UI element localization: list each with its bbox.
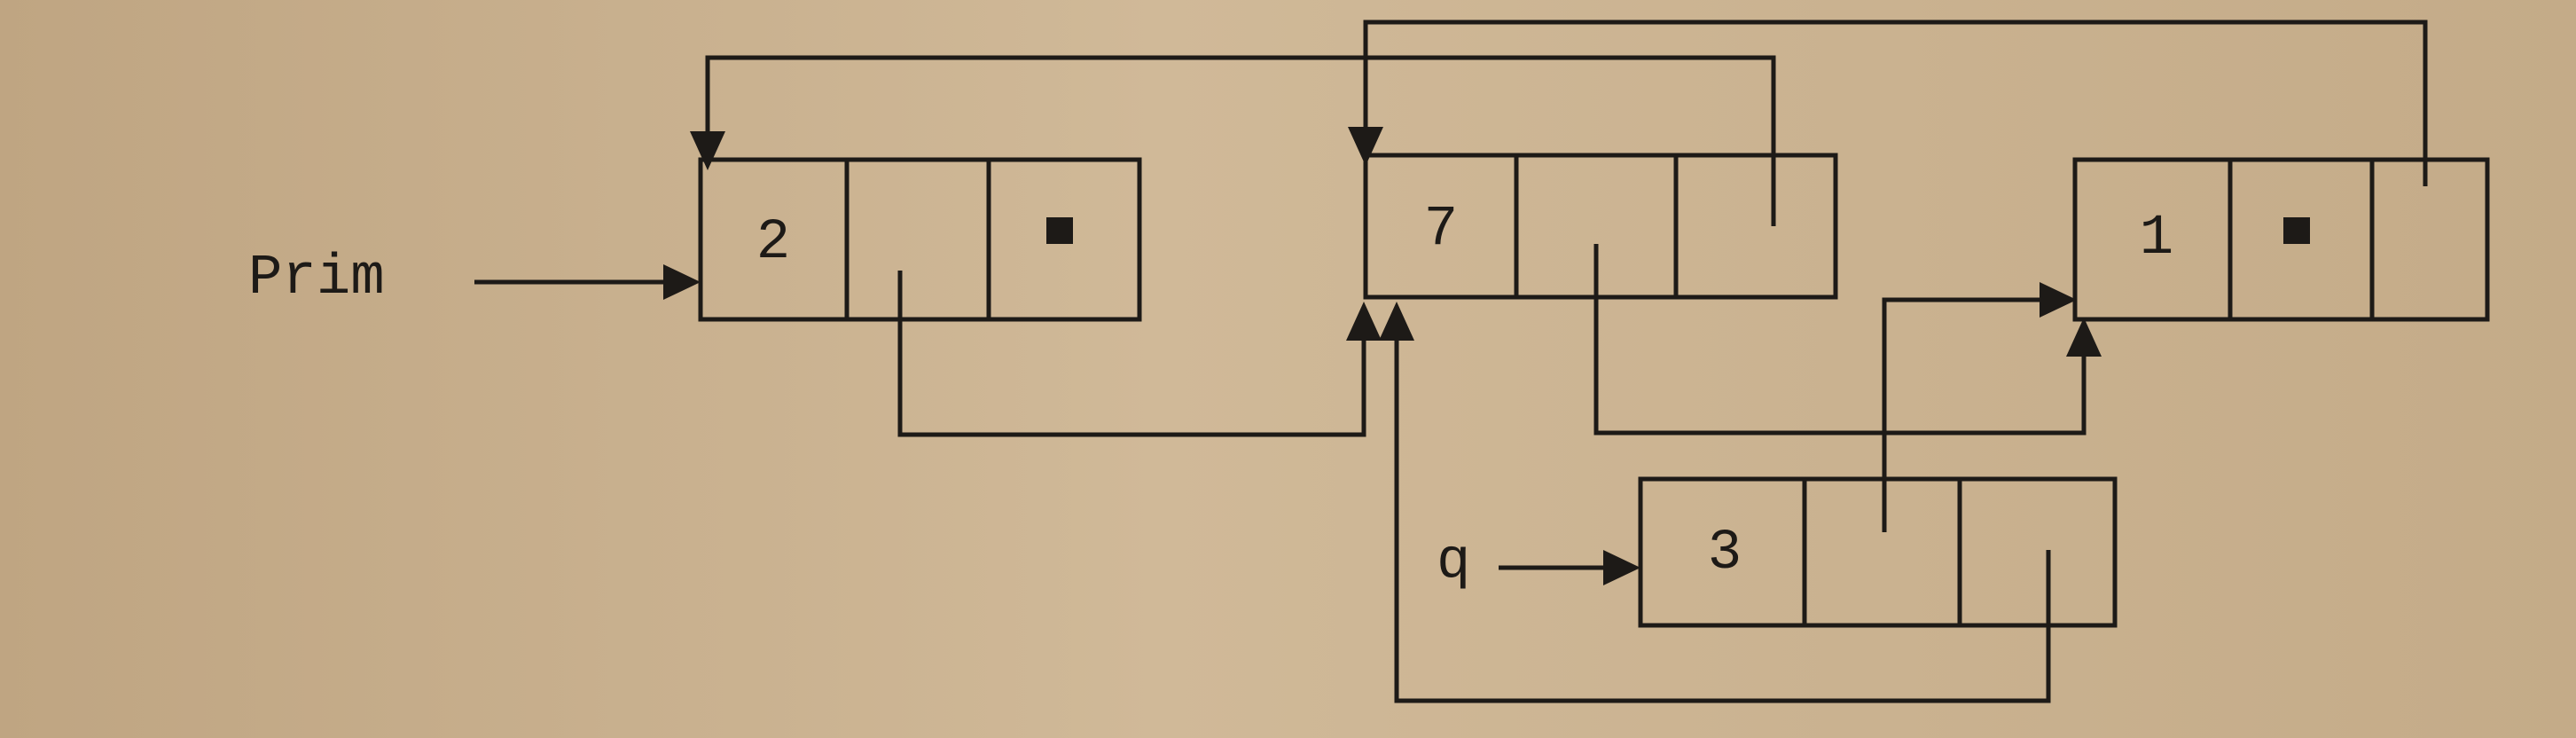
node-3-prev-arrow — [1882, 282, 2077, 532]
q-label: q — [1437, 530, 1470, 594]
prim-pointer-arrow — [474, 264, 701, 300]
node-3-next-cell — [1957, 476, 2118, 628]
node-7: 7 — [1363, 153, 1838, 300]
node-7-next-arrow — [690, 55, 1776, 226]
node-2-null-marker — [1046, 217, 1073, 244]
node-2-value: 2 — [756, 211, 790, 275]
node-2: 2 — [698, 157, 1142, 322]
node-2-prev-cell — [844, 157, 991, 322]
node-3-value: 3 — [1708, 522, 1742, 585]
node-3-next-arrow — [1379, 302, 2051, 703]
q-pointer-arrow — [1499, 550, 1640, 585]
node-1-null-marker — [2283, 217, 2310, 244]
node-1: 1 — [2072, 157, 2490, 322]
node-7-value: 7 — [1424, 198, 1458, 262]
prim-label: Prim — [248, 247, 385, 310]
node-1-next-cell — [2369, 157, 2490, 322]
node-7-prev-arrow — [1593, 244, 2102, 436]
node-7-next-cell — [1673, 153, 1838, 300]
node-3: 3 — [1638, 476, 2118, 628]
node-1-value: 1 — [2140, 207, 2173, 271]
node-1-next-arrow — [1348, 20, 2428, 186]
node-2-next-cell — [986, 157, 1142, 322]
node-2-prev-arrow — [897, 271, 1382, 437]
